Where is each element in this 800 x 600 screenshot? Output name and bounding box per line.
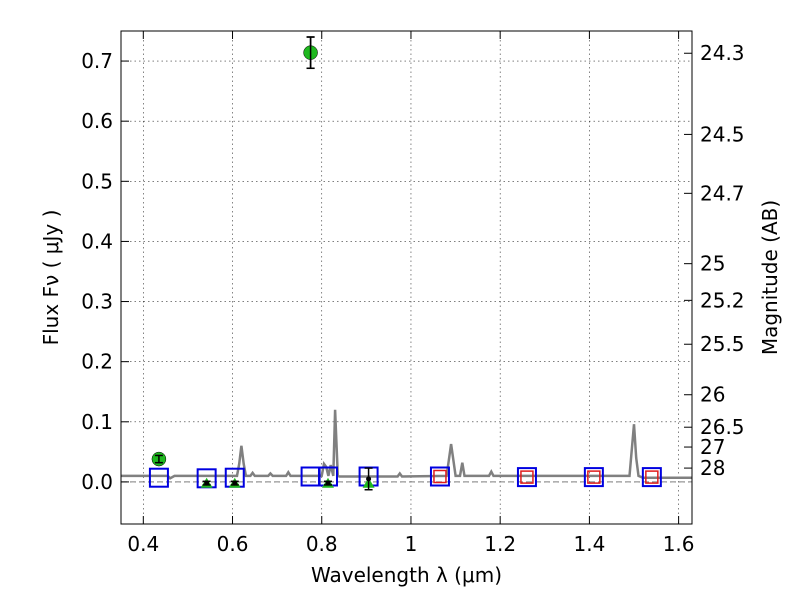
mag-tick-label: 25.2: [700, 288, 745, 312]
y-tick-label: 0.0: [81, 470, 113, 494]
y-tick-label: 0.7: [81, 49, 113, 73]
mag-tick-label: 26: [700, 383, 725, 407]
model-box-blue: [583, 467, 604, 488]
y2-axis-label: Magnitude (AB): [758, 200, 782, 355]
model-box-red: [520, 470, 534, 484]
y-tick-label: 0.5: [81, 169, 113, 193]
y-tick-label: 0.2: [81, 350, 113, 374]
y-axis-label: Flux Fν ( μJy ): [39, 210, 63, 346]
y-tick-label: 0.6: [81, 109, 113, 133]
x-tick-label: 0.6: [217, 532, 249, 556]
mag-tick-label: 25.5: [700, 332, 745, 356]
x-tick-label: 1.4: [573, 532, 605, 556]
mag-tick-label: 24.5: [700, 122, 745, 146]
measured-points-layer: [151, 36, 375, 491]
x-tick-label: 1.6: [663, 532, 695, 556]
mag-tick-label: 24.7: [700, 181, 745, 205]
grid: [121, 31, 692, 524]
model-box-red: [587, 470, 601, 484]
x-axis-label: Wavelength λ (μm): [311, 563, 502, 587]
ticks: 0.4 0.6 0.8 1 1.2 1.4 1.6 0.0 0.1 0.2 0.3 0.4 0.5 0.6…: [81, 31, 745, 556]
plot-frame: [120, 30, 693, 525]
measured-point: [232, 480, 238, 486]
y-tick-label: 0.4: [81, 229, 113, 253]
measured-point: [366, 476, 372, 482]
model-box-red: [433, 469, 447, 484]
mag-tick-label: 24.3: [700, 41, 745, 65]
mag-tick-label: 28: [700, 456, 725, 480]
model-box-red: [645, 470, 659, 484]
measured-point: [204, 480, 210, 486]
x-tick-label: 1.2: [484, 532, 516, 556]
x-tick-label: 0.4: [127, 532, 159, 556]
mag-tick-label: 27: [700, 435, 725, 459]
y-tick-label: 0.3: [81, 290, 113, 314]
mag-tick-label: 25: [700, 252, 725, 276]
model-box-blue: [429, 466, 450, 487]
measured-point: [325, 480, 331, 486]
model-box-blue: [148, 467, 169, 488]
mag-tick-label: 26.5: [700, 415, 745, 439]
y-tick-label: 0.1: [81, 410, 113, 434]
x-tick-label: 1: [405, 532, 418, 556]
model-box-blue: [516, 467, 537, 488]
model-box-blue: [641, 467, 662, 488]
x-tick-label: 0.8: [306, 532, 338, 556]
